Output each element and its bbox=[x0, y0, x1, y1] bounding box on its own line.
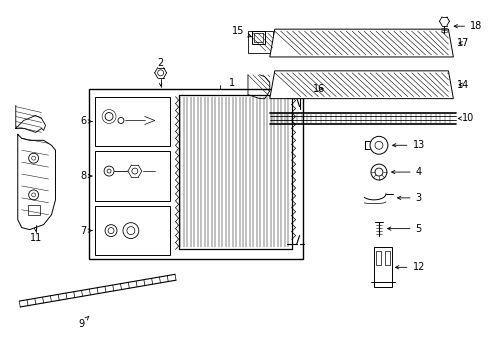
Text: 16: 16 bbox=[313, 84, 325, 94]
Text: 13: 13 bbox=[392, 140, 424, 150]
Text: 11: 11 bbox=[29, 233, 41, 243]
Text: 1: 1 bbox=[228, 78, 235, 88]
Text: 17: 17 bbox=[456, 38, 468, 48]
Bar bbox=[28, 205, 40, 215]
Bar bbox=[373, 247, 391, 287]
Text: 6: 6 bbox=[80, 116, 92, 126]
Bar bbox=[95, 151, 169, 201]
Text: 10: 10 bbox=[457, 113, 473, 123]
Text: 8: 8 bbox=[80, 171, 92, 181]
Text: 18: 18 bbox=[453, 21, 481, 31]
Text: 15: 15 bbox=[231, 26, 250, 37]
Bar bbox=[253, 33, 263, 42]
Polygon shape bbox=[269, 29, 452, 57]
Bar bbox=[95, 206, 169, 255]
Text: 5: 5 bbox=[387, 224, 421, 234]
Text: 7: 7 bbox=[80, 226, 92, 235]
Text: 12: 12 bbox=[395, 262, 424, 272]
Text: 14: 14 bbox=[456, 80, 468, 90]
Bar bbox=[251, 31, 264, 44]
Polygon shape bbox=[269, 71, 452, 99]
Bar bbox=[384, 251, 389, 265]
Bar bbox=[95, 96, 169, 146]
Bar bbox=[247, 31, 272, 53]
Text: 2: 2 bbox=[157, 58, 163, 68]
Text: 9: 9 bbox=[78, 316, 89, 329]
Text: 3: 3 bbox=[397, 193, 421, 203]
Bar bbox=[89, 89, 302, 260]
Bar bbox=[375, 251, 380, 265]
Text: 4: 4 bbox=[391, 167, 421, 177]
